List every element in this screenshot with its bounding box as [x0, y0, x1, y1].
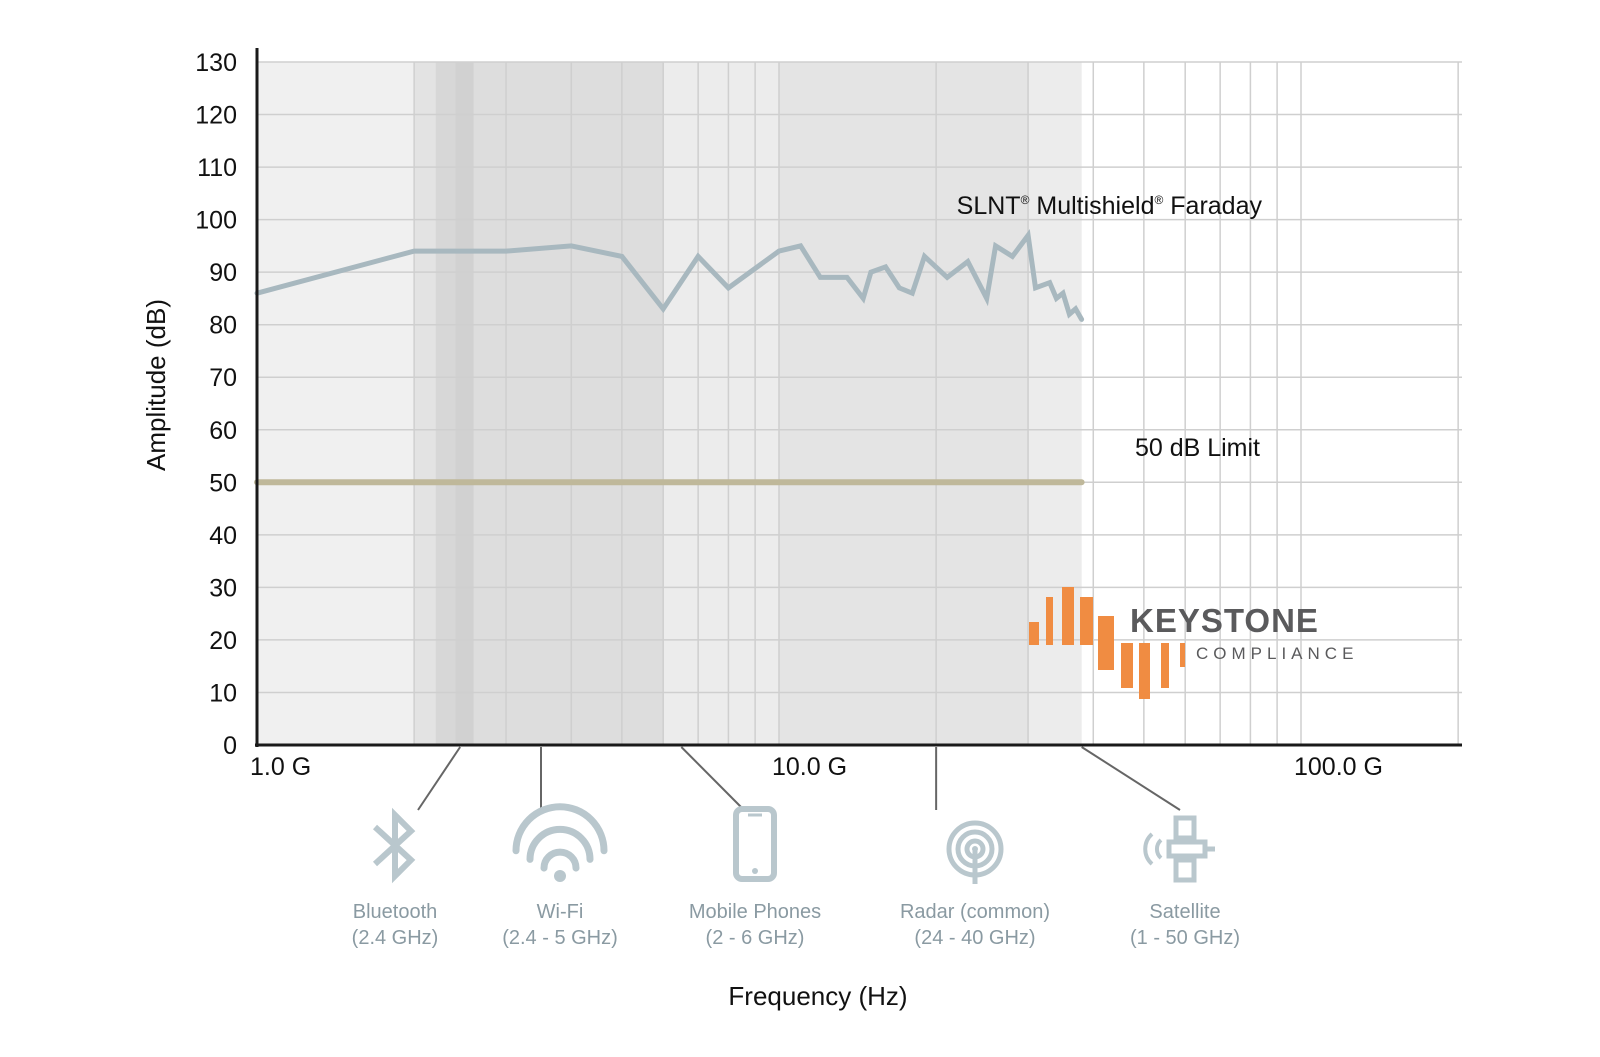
application-range: (2.4 GHz)	[352, 927, 439, 949]
y-tick-label: 90	[209, 259, 237, 287]
series-label-part: SLNT	[957, 192, 1021, 220]
application-name: Wi-Fi	[537, 901, 584, 923]
application-range: (24 - 40 GHz)	[914, 927, 1035, 949]
x-tick-label: 1.0 G	[250, 753, 311, 781]
y-tick-label: 80	[209, 312, 237, 340]
wifi-icon	[512, 803, 608, 882]
application-range: (1 - 50 GHz)	[1130, 927, 1240, 949]
satellite-signal	[1143, 832, 1154, 866]
y-tick-label: 0	[223, 732, 237, 760]
application-range: (2.4 - 5 GHz)	[502, 927, 618, 949]
wifi-arc	[540, 848, 580, 872]
logo-bar	[1161, 643, 1169, 688]
logo-bar	[1046, 597, 1053, 645]
keystone-compliance-logo: KEYSTONE COMPLIANCE	[1029, 587, 1358, 699]
satellite-body	[1166, 839, 1208, 859]
logo-waveform-icon	[1029, 587, 1185, 699]
application-markers: Bluetooth (2.4 GHz) Wi-Fi (2.4 - 5 GHz) Mobi…	[352, 746, 1240, 949]
application-name: Satellite	[1149, 901, 1220, 923]
series-label-multishield: SLNT® Multishield® Faraday	[957, 192, 1263, 220]
application-range: (2 - 6 GHz)	[706, 927, 805, 949]
logo-bar	[1139, 643, 1150, 699]
x-tick-label: 10.0 G	[772, 753, 847, 781]
y-tick-label: 50	[209, 469, 237, 497]
y-tick-label: 70	[209, 364, 237, 392]
logo-subtitle: COMPLIANCE	[1196, 644, 1358, 663]
y-tick-label: 60	[209, 417, 237, 445]
application-connector	[1081, 746, 1181, 811]
satellite-panel-bottom	[1173, 857, 1197, 883]
logo-bar	[1062, 587, 1074, 645]
application-name: Bluetooth	[353, 901, 438, 923]
frequency-bands	[257, 62, 1082, 745]
series-label-part: Multishield	[1029, 192, 1154, 220]
application-connector	[417, 746, 461, 811]
bluetooth-icon	[372, 807, 416, 884]
application-radar-common: Radar (common) (24 - 40 GHz)	[900, 747, 1050, 949]
series-label-limit: 50 dB Limit	[1135, 434, 1260, 462]
logo-bar	[1180, 643, 1185, 667]
logo-bar	[1080, 597, 1093, 645]
application-name: Radar (common)	[900, 901, 1050, 923]
application-bluetooth: Bluetooth (2.4 GHz)	[352, 746, 461, 949]
bluetooth-glyph	[372, 807, 416, 884]
x-tick-label: 100.0 G	[1294, 753, 1383, 781]
tick-labels: 0 10 20 30 40 50 60 70 80 90 100 110 120 130 1.0 G 10.0…	[195, 49, 1383, 781]
series-label-part: Faraday	[1163, 192, 1262, 220]
y-tick-label: 30	[209, 574, 237, 602]
satellite-icon	[1143, 815, 1215, 883]
application-name: Mobile Phones	[689, 901, 821, 923]
y-tick-label: 120	[195, 102, 237, 130]
y-tick-label: 110	[197, 154, 237, 182]
application-satellite: Satellite (1 - 50 GHz)	[1081, 746, 1240, 949]
series-line-multishield	[254, 229, 1085, 322]
frequency-band	[779, 62, 1029, 745]
logo-bar	[1029, 622, 1039, 645]
wifi-arc	[512, 803, 608, 855]
axes	[255, 48, 1462, 747]
satellite-signal	[1154, 838, 1163, 860]
phone-body	[733, 806, 777, 882]
mobile-phone-icon	[733, 806, 777, 882]
radar-icon	[946, 820, 1004, 884]
series-lines	[254, 229, 1085, 486]
y-tick-label: 40	[209, 522, 237, 550]
frequency-band	[460, 62, 664, 745]
registered-mark: ®	[1021, 193, 1030, 207]
y-tick-label: 10	[209, 679, 237, 707]
phone-button	[752, 868, 758, 874]
frequency-band	[455, 62, 474, 745]
y-axis-title: Amplitude (dB)	[141, 299, 171, 471]
y-tick-label: 20	[209, 627, 237, 655]
x-axis-title: Frequency (Hz)	[728, 981, 907, 1011]
registered-mark: ®	[1154, 193, 1163, 207]
logo-name: KEYSTONE	[1130, 602, 1319, 639]
application-mobile-phones: Mobile Phones (2 - 6 GHz)	[680, 746, 821, 949]
logo-bar	[1121, 643, 1133, 688]
y-tick-label: 130	[195, 49, 237, 77]
wifi-arc	[526, 825, 594, 863]
application-connector	[680, 746, 745, 811]
wifi-dot	[554, 870, 566, 882]
satellite-panel-top	[1173, 815, 1197, 841]
logo-bar	[1098, 616, 1114, 670]
y-tick-label: 100	[195, 207, 237, 235]
application-wi-fi: Wi-Fi (2.4 - 5 GHz)	[502, 747, 618, 949]
